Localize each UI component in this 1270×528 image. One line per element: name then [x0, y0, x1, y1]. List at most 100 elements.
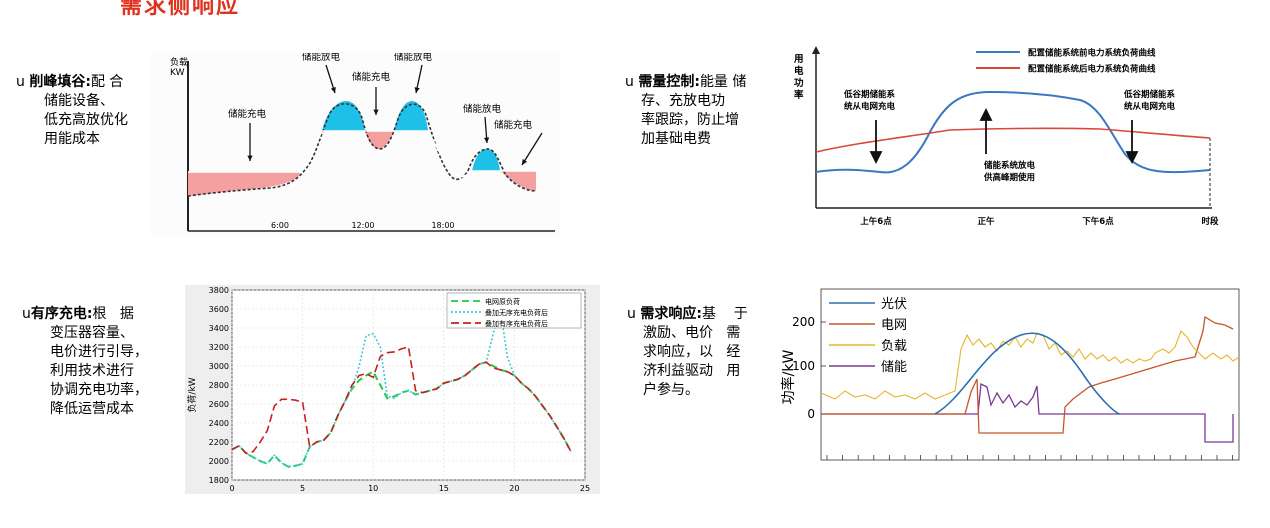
section-text: 济利益驱动 用 — [643, 363, 741, 379]
annotation-line: 低谷期储能系 — [1123, 89, 1176, 100]
x-tick-label: 15 — [439, 484, 449, 493]
arrow-head-icon — [522, 159, 528, 165]
legend-label: 配置储能系统前电力系统负荷曲线 — [1028, 48, 1156, 59]
arrow-head-icon — [483, 137, 490, 143]
bullet-marker: u — [627, 306, 636, 322]
y-tick-label: 1800 — [209, 476, 229, 485]
y-axis-label-line: KW — [170, 68, 185, 78]
series-line-pv — [934, 332, 1121, 415]
annotation-label: 储能充电 — [352, 71, 391, 83]
x-tick-label: 时段 — [1201, 216, 1219, 227]
y-axis-label: 用电功率 — [793, 54, 804, 101]
grid — [231, 289, 586, 481]
chart-background — [150, 53, 560, 235]
annotation-arrow-icon — [521, 132, 543, 166]
charge-area — [500, 171, 536, 191]
y-axis-label-char: 电 — [794, 65, 804, 77]
legend-label: 电网原负荷 — [485, 297, 520, 306]
section-description: u 需量控制:能量 储 存、充放电功 率跟踪，防止增 加基础电费 — [625, 73, 746, 149]
y-axis-label-line: 负载 — [170, 56, 188, 68]
section-heading: 需量控制: — [638, 74, 700, 90]
annotation-label: 储能系统放电供高峰期使用 — [983, 160, 1036, 183]
section-text: 用能成本 — [44, 131, 100, 147]
arrow-head-icon — [373, 109, 379, 115]
arrow-head-icon — [330, 87, 336, 93]
section-text: 根 据 — [92, 306, 134, 322]
legend-label: 叠加有序充电负荷后 — [485, 319, 548, 328]
section-text: 电价进行引导， — [50, 344, 148, 360]
y-axis-label: 负载 KW — [170, 56, 191, 78]
legend-label: 配置储能系统后电力系统负荷曲线 — [1028, 64, 1156, 75]
section-text: 变压器容量、 — [50, 325, 134, 341]
section-text: 基 于 — [701, 306, 748, 322]
section-text: 户参与。 — [643, 382, 699, 398]
x-tick-label: 5 — [300, 484, 305, 493]
annotation-line: 统从电网充电 — [1124, 101, 1176, 112]
y-tick-labels: 1800 2000 2200 2400 2600 2800 3000 3200 3400 3600… — [209, 286, 229, 485]
section-heading: 削峰填谷: — [29, 74, 91, 90]
annotation-arrows — [869, 107, 1139, 165]
y-tick-label: 0 — [807, 407, 815, 421]
y-axis-label: 功率/kW — [780, 350, 797, 405]
x-tick-label: 6:00 — [271, 221, 289, 230]
x-tick-label: 25 — [580, 484, 590, 493]
y-axis-label: 负荷/kW — [186, 377, 198, 412]
legend-label: 电网 — [881, 318, 907, 333]
x-tick-label: 上午6点 — [860, 216, 892, 227]
annotation-line: 供高峰期使用 — [983, 172, 1035, 183]
x-tick-label: 18:00 — [431, 221, 454, 230]
annotation-line: 储能系统放电 — [983, 160, 1036, 171]
arrow-head-icon — [247, 155, 253, 161]
section-text: 求响应，以 经 — [643, 344, 741, 360]
original-load-curve — [187, 103, 537, 197]
y-tick-label: 2000 — [209, 457, 229, 466]
arrow-head-icon — [414, 87, 420, 93]
x-tick-label: 10 — [368, 484, 378, 493]
y-tick-label: 100 — [792, 359, 815, 373]
y-axis-arrow-icon — [812, 46, 820, 54]
section-heading: 有序充电: — [30, 306, 93, 322]
y-axis-label-char: 功 — [794, 77, 804, 89]
legend-label: 光伏 — [881, 297, 907, 312]
section-description: u 削峰填谷:配 合 储能设备、 低充高放优化 用能成本 — [16, 73, 128, 149]
annotation-label: 储能充电 — [494, 119, 533, 131]
plot-frame — [820, 288, 1240, 461]
annotation-label: 储能充电 — [228, 108, 267, 120]
x-tick-label: 正午 — [977, 216, 995, 227]
y-axis-label-char: 率 — [794, 89, 804, 101]
series-line — [231, 345, 572, 455]
discharge-area — [394, 101, 428, 131]
section-text: 低充高放优化 — [44, 112, 128, 128]
y-axis-label-char: 用 — [793, 54, 804, 65]
y-tick-label: 200 — [792, 315, 815, 329]
series-line-after — [815, 127, 1211, 153]
y-tick-label: 3400 — [209, 324, 229, 333]
page-title: 需求侧响应 — [120, 0, 241, 19]
section-text: 配 合 — [90, 74, 124, 90]
bullet-marker: u — [16, 74, 25, 90]
annotation-label: 储能放电 — [463, 103, 502, 115]
x-tick-label: 12:00 — [351, 221, 374, 230]
annotation-label: 低谷期储能系统从电网充电 — [1123, 89, 1176, 112]
section-description: u有序充电:根 据 变压器容量、 电价进行引导， 利用技术进行 协调充电功率， … — [22, 305, 148, 419]
annotation-label: 储能放电 — [302, 53, 341, 63]
series-line-storage — [821, 382, 1234, 443]
section-description: u 需求响应:基 于 激励、电价 需 求响应，以 经 济利益驱动 用 户参与。 — [627, 305, 748, 400]
section-heading: 需求响应: — [640, 306, 702, 322]
charge-area — [188, 172, 300, 196]
arrow-head-icon — [869, 151, 883, 165]
shaved-load-curve — [188, 130, 536, 178]
y-tick-label: 3600 — [209, 305, 229, 314]
legend-label: 叠加无序充电负荷后 — [485, 308, 548, 317]
y-tick-label: 2200 — [209, 438, 229, 447]
x-tick-labels: 6:00 12:00 18:00 — [271, 221, 455, 230]
y-tick-label: 2800 — [209, 381, 229, 390]
annotation-label: 储能放电 — [394, 53, 433, 63]
bullet-marker: u — [22, 306, 31, 322]
y-tick-label: 2400 — [209, 419, 229, 428]
